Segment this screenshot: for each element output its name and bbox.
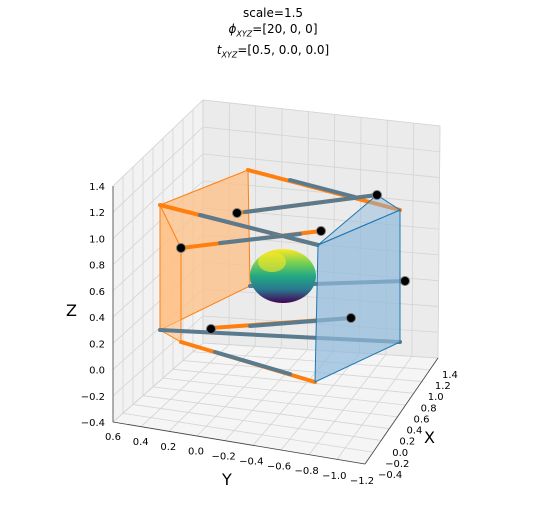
x-tick-label: 0.6: [414, 414, 430, 425]
grid-line: [140, 344, 230, 427]
grid-line: [202, 99, 441, 127]
x-tick-label: 0.4: [406, 426, 422, 437]
grid-line: [122, 412, 374, 453]
y-tick-labels: 0.6 0.4 0.2 0.0 −0.2 −0.4 −0.6 −0.8 −1.0 −1.2: [105, 432, 374, 487]
phi-symbol: ϕ: [228, 22, 237, 36]
grid-line: [132, 404, 382, 441]
x-tick-label: −0.4: [378, 470, 402, 481]
grid-line: [152, 386, 398, 418]
grid-line: [162, 377, 406, 406]
x-tick-label: 1.0: [428, 392, 444, 403]
grid-line: [280, 352, 360, 451]
y-tick-label: 0.6: [105, 432, 121, 443]
object-highlight: [258, 252, 286, 272]
ray-3-core: [218, 232, 302, 245]
marker-5: [372, 190, 382, 200]
z-tick-label: 1.2: [89, 208, 105, 219]
marker-6: [400, 276, 410, 286]
marker-2: [176, 243, 186, 253]
y-tick-label: −0.8: [295, 466, 319, 477]
ray-4-core: [243, 193, 379, 214]
grid-line: [196, 347, 282, 437]
phi-subscript: XYZ: [236, 29, 253, 39]
z-axis-label: Z: [66, 301, 77, 320]
grid-line: [172, 368, 414, 394]
blue-frustum-side: [317, 194, 402, 246]
marker-4: [316, 226, 326, 236]
grid-line: [112, 153, 204, 239]
grid-line: [112, 315, 204, 397]
z-tick-label: 0.0: [89, 366, 105, 377]
grid-line: [192, 351, 430, 371]
title-line-scale: scale=1.5: [242, 6, 304, 20]
x-tick-label: 0.2: [399, 437, 415, 448]
x-tick-label: 1.4: [442, 370, 458, 381]
y-axis-label: Y: [221, 470, 232, 489]
grid-line: [411, 123, 415, 357]
x-axis-line: [364, 357, 439, 465]
marker-1: [232, 208, 242, 218]
t-subscript: XYZ: [221, 50, 238, 60]
z-tick-labels: −0.4 −0.2 0.0 0.2 0.4 0.6 0.8 1.0 1.2 1.4: [81, 182, 105, 429]
z-tick-label: 0.4: [89, 313, 105, 324]
z-tick-label: 1.0: [89, 234, 105, 245]
y-tick-label: −0.6: [267, 461, 291, 472]
y-tick-label: −0.4: [239, 456, 263, 467]
x-tick-label: 0.8: [421, 403, 437, 414]
grid-line: [202, 153, 440, 178]
y-tick-label: −1.0: [322, 471, 346, 482]
grid-line: [280, 108, 283, 349]
y-tick-label: −1.2: [350, 476, 374, 487]
markers: [176, 190, 410, 334]
y-axis-line: [112, 421, 366, 465]
z-tick-label: 1.4: [89, 182, 105, 193]
grid-line: [112, 342, 204, 423]
grid-line: [308, 354, 387, 455]
marker-7: [346, 313, 356, 323]
t-symbol: t: [216, 43, 222, 58]
title-line-rotation: ϕXYZ=[20, 0, 0]: [0, 21, 546, 42]
title-line-translation: tXYZ=[0.5, 0.0, 0.0]: [0, 42, 546, 63]
x-axis-label: X: [424, 428, 435, 447]
x-tick-label: 1.2: [435, 381, 451, 392]
z-tick-label: 0.2: [89, 339, 105, 350]
x-tick-label: 0.0: [392, 448, 408, 459]
ray-1-core: [288, 178, 357, 199]
grid-line: [182, 360, 422, 382]
grid-line: [112, 126, 204, 213]
grid-line: [202, 126, 440, 153]
chart-title: scale=1.5 ϕXYZ=[20, 0, 0] tXYZ=[0.5, 0.0…: [0, 5, 546, 64]
z-tick-label: −0.2: [81, 392, 105, 403]
z-tick-label: 0.6: [89, 287, 105, 298]
z-tick-label: 0.8: [89, 261, 105, 272]
ray-6-core: [213, 350, 292, 376]
z-tick-label: −0.4: [81, 418, 105, 429]
ray-2-core: [198, 213, 320, 247]
translation-value: =[0.5, 0.0, 0.0]: [237, 43, 330, 58]
marker-3: [206, 324, 216, 334]
grid-line: [224, 349, 308, 441]
y-tick-label: 0.4: [133, 437, 149, 448]
x-tick-labels: −0.4−0.20.00.20.40.60.81.01.21.4: [378, 370, 458, 481]
y-tick-label: 0.0: [188, 447, 204, 458]
y-tick-label: −0.2: [212, 452, 236, 463]
grid-line: [437, 125, 441, 359]
grid-line: [142, 395, 390, 430]
grid-line: [112, 99, 204, 187]
rotation-value: =[20, 0, 0]: [252, 22, 318, 36]
y-tick-label: 0.2: [160, 442, 176, 453]
grid-line: [336, 356, 413, 460]
x-tick-label: −0.2: [385, 459, 409, 470]
